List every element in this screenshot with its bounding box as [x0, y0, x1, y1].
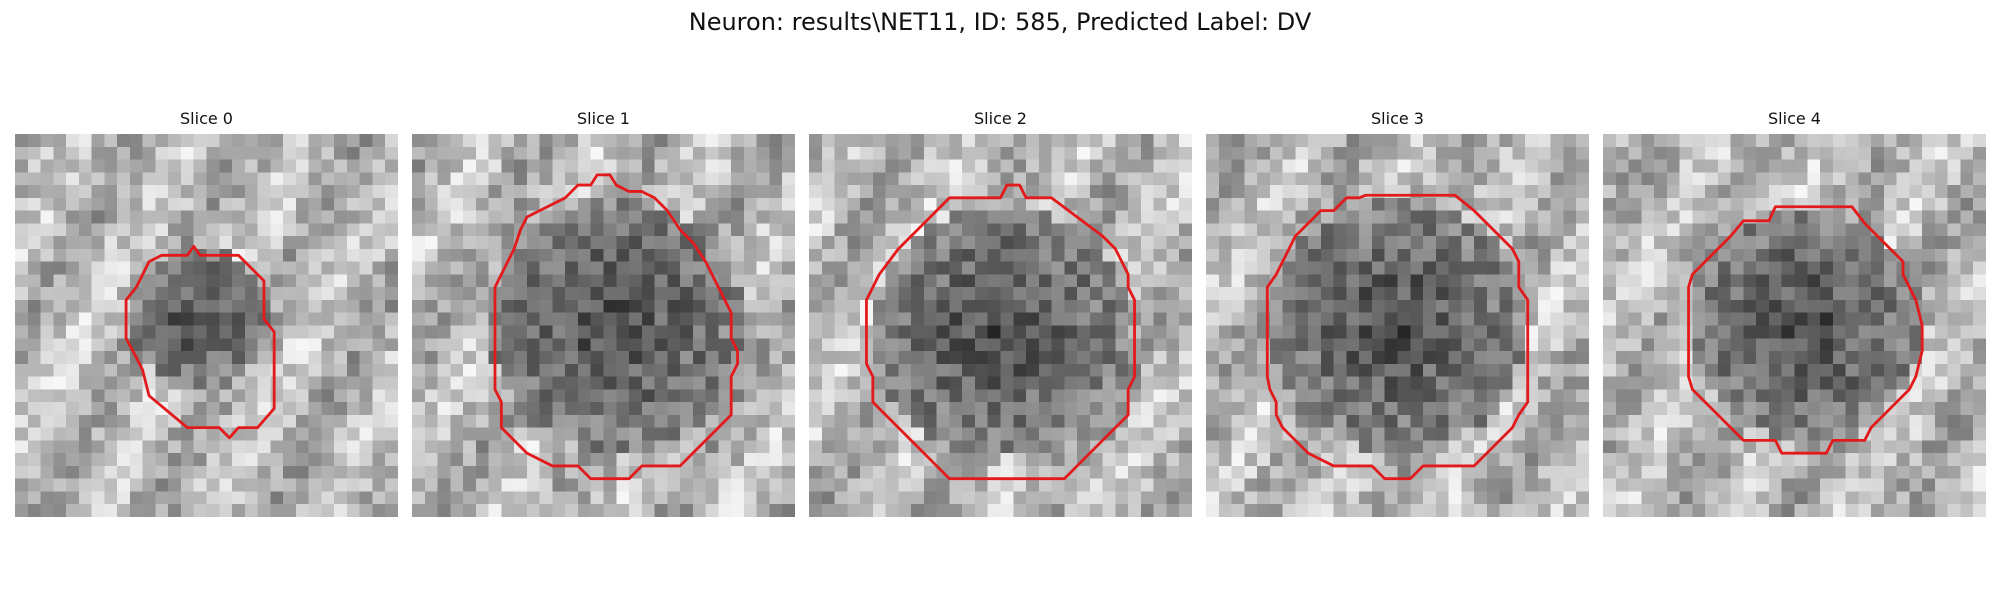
- slice-panel-4: Slice 4: [1603, 108, 1986, 518]
- slice-image-1: [412, 134, 795, 517]
- slice-panel-0: Slice 0: [15, 108, 398, 518]
- neuron-contour: [493, 173, 739, 481]
- grayscale-pixel-grid: [412, 134, 795, 517]
- neuron-contour: [1687, 205, 1924, 455]
- neuron-contour: [124, 244, 276, 440]
- slice-title-4: Slice 4: [1768, 109, 1821, 128]
- grayscale-pixel-grid: [1206, 134, 1589, 517]
- grayscale-pixel-grid: [809, 134, 1192, 517]
- slice-image-2: [809, 134, 1192, 517]
- slice-image-0: [15, 134, 398, 517]
- slice-title-2: Slice 2: [974, 109, 1027, 128]
- slice-image-3: [1206, 134, 1589, 517]
- grayscale-pixel-grid: [15, 134, 398, 517]
- slice-title-0: Slice 0: [180, 109, 233, 128]
- slice-title-3: Slice 3: [1371, 109, 1424, 128]
- slice-panel-3: Slice 3: [1206, 108, 1589, 518]
- slice-image-4: [1603, 134, 1986, 517]
- slice-panel-2: Slice 2: [809, 108, 1192, 518]
- neuron-contour: [1265, 193, 1530, 481]
- figure-title: Neuron: results\NET11, ID: 585, Predicte…: [688, 8, 1312, 36]
- neuron-contour: [865, 183, 1136, 481]
- grayscale-pixel-grid: [1603, 134, 1986, 517]
- slice-panel-1: Slice 1: [412, 108, 795, 518]
- slice-title-1: Slice 1: [577, 109, 630, 128]
